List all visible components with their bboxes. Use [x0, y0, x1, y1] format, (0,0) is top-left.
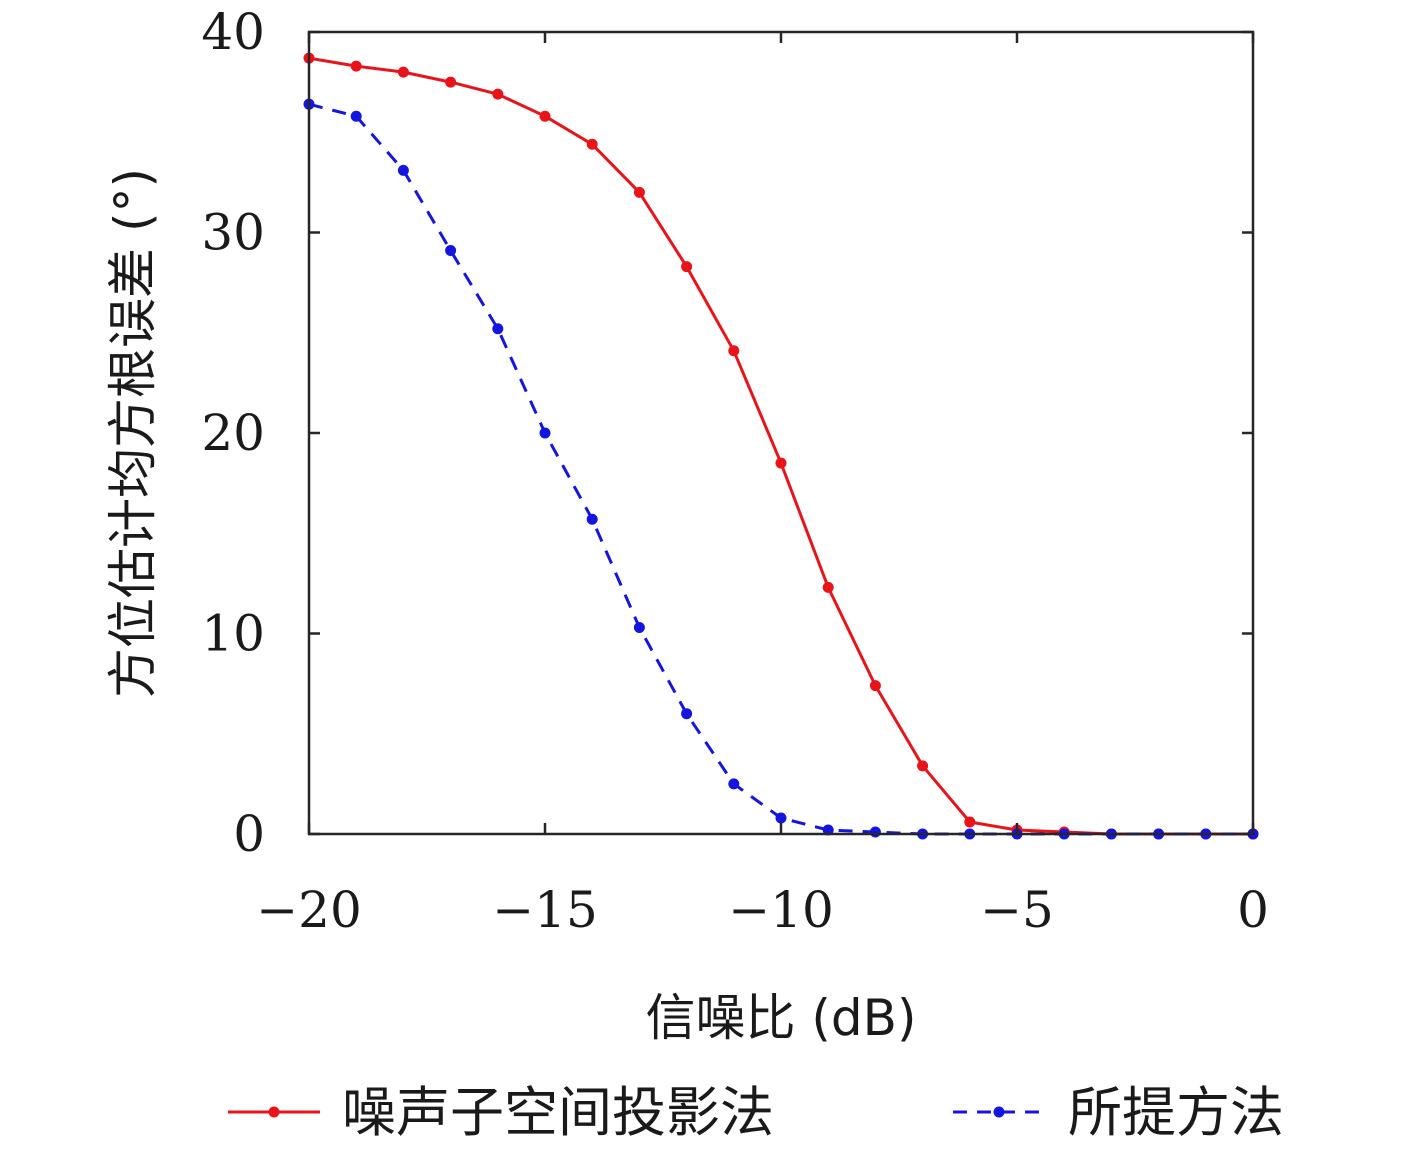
x-tick-label: −10 — [728, 881, 834, 939]
series-0-point — [350, 60, 362, 72]
series-0-point — [633, 186, 645, 198]
series-0-point — [539, 110, 551, 122]
series-1-point — [728, 778, 740, 790]
y-tick-label: 20 — [201, 404, 265, 462]
series-1-point — [822, 824, 834, 836]
plot-area — [309, 32, 1253, 834]
x-axis-label: 信噪比 (dB) — [646, 989, 917, 1047]
legend-label-noise-subspace: 噪声子空间投影法 — [342, 1081, 774, 1144]
x-tick-label: −20 — [256, 881, 362, 939]
y-tick-label: 40 — [201, 3, 265, 61]
y-tick-label: 10 — [201, 605, 265, 663]
series-1-point — [397, 164, 409, 176]
series-0-point — [445, 76, 457, 88]
series-1-point — [350, 110, 362, 122]
series-0-point — [586, 138, 598, 150]
series-1-point — [869, 826, 881, 838]
legend-marker-noise-subspace — [268, 1106, 280, 1118]
tick-layer: −20 −15 −10 −5 0 0 10 20 30 40 — [201, 3, 1269, 939]
series-1-point — [539, 427, 551, 439]
series-1-point — [492, 323, 504, 335]
y-tick-label: 30 — [201, 204, 265, 262]
x-tick-label: −5 — [980, 881, 1054, 939]
series-0-point — [492, 88, 504, 100]
series-0-point — [869, 680, 881, 692]
series-0-point — [964, 816, 976, 828]
legend: 噪声子空间投影法 所提方法 — [228, 1081, 1284, 1144]
legend-marker-proposed — [993, 1106, 1005, 1118]
x-tick-label: −15 — [492, 881, 598, 939]
series-1-point — [633, 621, 645, 633]
series-1-point — [681, 708, 693, 720]
x-tick-label: 0 — [1237, 881, 1269, 939]
series-0-point — [822, 581, 834, 593]
series-1-point — [445, 245, 457, 257]
series-1-point — [586, 513, 598, 525]
legend-label-proposed: 所提方法 — [1068, 1081, 1284, 1144]
series-0-point — [681, 261, 693, 273]
series-1-point — [775, 812, 787, 824]
series-0-point — [917, 760, 929, 772]
y-axis-label: 方位估计均方根误差 (°) — [104, 168, 162, 698]
series-0-point — [397, 66, 409, 78]
series-0-point — [728, 345, 740, 357]
series-0-point — [775, 457, 787, 469]
y-tick-label: 0 — [233, 805, 265, 863]
